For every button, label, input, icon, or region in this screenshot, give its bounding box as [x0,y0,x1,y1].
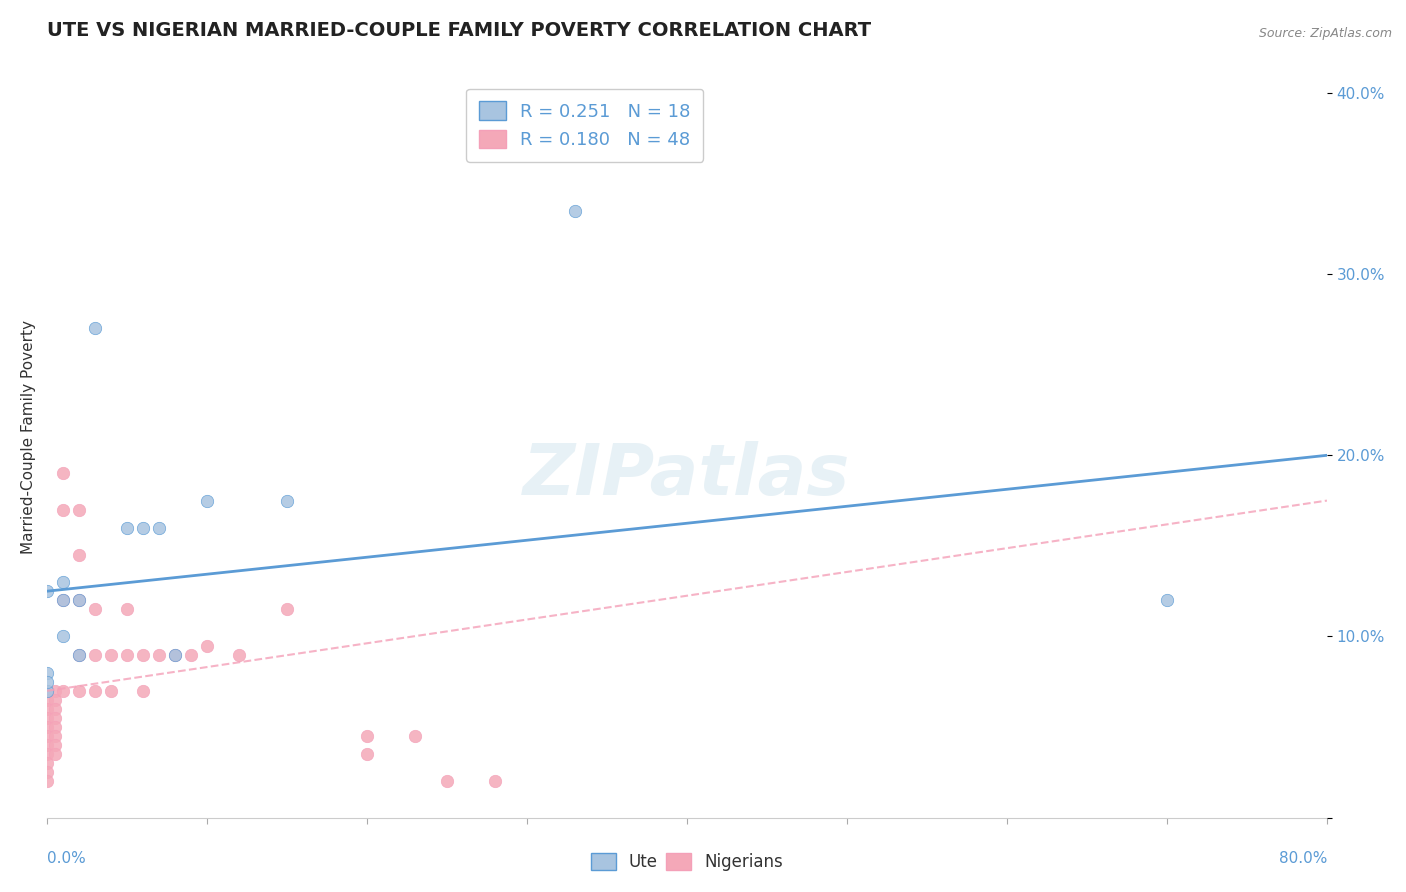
Point [52,593,75,607]
Point [404,729,426,743]
Point [35,683,58,698]
Point [52,593,75,607]
Point [35,756,58,771]
Point [35,674,58,689]
Point [35,584,58,599]
Point [44,702,66,716]
Point [44,711,66,725]
Point [84,602,107,616]
Point [564,203,586,218]
Point [356,747,378,762]
Point [180,648,202,662]
Point [84,648,107,662]
Text: ZIPatlas: ZIPatlas [523,441,851,509]
Point [115,521,138,535]
Point [35,683,58,698]
Point [35,693,58,707]
Point [115,602,138,616]
Point [35,738,58,752]
Point [148,521,170,535]
Point [35,665,58,680]
Text: 80.0%: 80.0% [1278,851,1327,866]
Text: Source: ZipAtlas.com: Source: ZipAtlas.com [1258,27,1392,40]
Point [115,648,138,662]
Point [276,602,298,616]
Point [35,774,58,789]
Point [44,720,66,734]
Point [52,575,75,590]
Point [132,683,155,698]
Text: 0.0%: 0.0% [46,851,86,866]
Point [67,502,90,516]
Point [148,648,170,662]
Point [356,729,378,743]
Point [67,548,90,562]
Point [100,648,122,662]
Point [67,593,90,607]
Point [52,502,75,516]
Point [84,683,107,698]
Point [44,683,66,698]
Point [67,648,90,662]
Point [132,648,155,662]
Text: UTE VS NIGERIAN MARRIED-COUPLE FAMILY POVERTY CORRELATION CHART: UTE VS NIGERIAN MARRIED-COUPLE FAMILY PO… [46,21,872,40]
Point [44,747,66,762]
Point [195,639,218,653]
Point [1156,593,1178,607]
Point [67,683,90,698]
Point [35,729,58,743]
Point [44,729,66,743]
Point [52,630,75,644]
Legend: Ute, Nigerians: Ute, Nigerians [583,847,790,878]
Point [35,747,58,762]
Point [276,493,298,508]
Point [163,648,186,662]
Point [35,765,58,780]
Point [52,683,75,698]
Point [35,711,58,725]
Point [484,774,506,789]
Point [67,648,90,662]
Point [436,774,458,789]
Point [100,683,122,698]
Point [52,467,75,481]
Point [84,321,107,335]
Point [228,648,250,662]
Point [163,648,186,662]
Point [35,720,58,734]
Point [132,521,155,535]
Y-axis label: Married-Couple Family Poverty: Married-Couple Family Poverty [21,320,35,554]
Point [35,702,58,716]
Point [44,693,66,707]
Point [44,738,66,752]
Point [195,493,218,508]
Point [67,593,90,607]
